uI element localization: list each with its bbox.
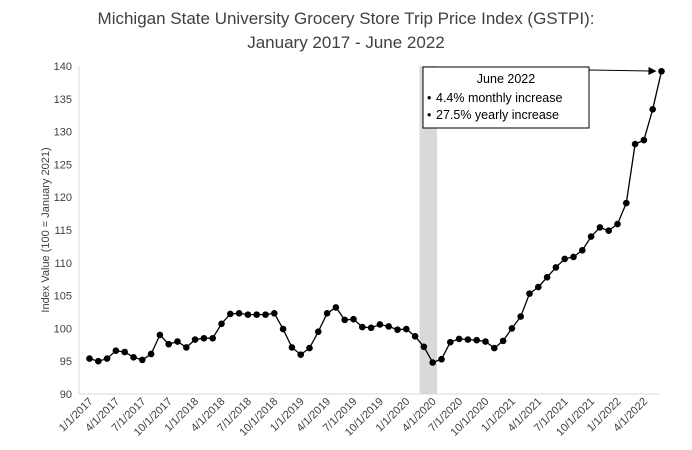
data-point: [367, 324, 375, 332]
y-axis-title: Index Value (100 = January 2021): [40, 147, 52, 312]
data-point: [271, 310, 278, 317]
chart-title: Michigan State University Grocery Store …: [98, 9, 595, 52]
shaded-region: [419, 66, 438, 394]
data-point: [543, 273, 551, 281]
data-point: [235, 310, 243, 317]
data-point: [614, 220, 621, 228]
data-point: [482, 338, 489, 345]
data-point: [350, 315, 357, 323]
data-point: [376, 321, 384, 328]
data-point: [279, 325, 287, 333]
data-point: [605, 227, 612, 234]
data-point: [570, 253, 577, 261]
data-point: [385, 323, 393, 330]
data-point: [332, 304, 340, 311]
data-point: [121, 348, 128, 356]
axes: [78, 66, 660, 395]
annotation-bullet-1-icon: •: [427, 91, 431, 105]
data-point: [86, 355, 93, 362]
data-point: [103, 355, 111, 362]
data-point: [306, 344, 313, 352]
data-point: [403, 325, 410, 333]
chart-title-line-2: January 2017 - June 2022: [247, 33, 445, 52]
annotation-title: June 2022: [477, 72, 535, 86]
data-point: [165, 340, 172, 348]
shaded-region-layer: [419, 66, 438, 394]
data-point: [147, 350, 155, 358]
y-tick-label: 95: [60, 356, 72, 368]
data-point: [517, 313, 524, 320]
y-tick-label: 115: [54, 225, 72, 237]
data-point: [323, 310, 331, 317]
data-point: [227, 310, 234, 318]
data-point: [526, 290, 533, 297]
data-point: [455, 335, 463, 343]
y-tick-label: 140: [54, 61, 72, 73]
y-tick-label: 90: [60, 389, 72, 401]
data-point: [499, 337, 507, 345]
y-tick-label: 120: [54, 192, 72, 204]
data-point: [411, 332, 419, 340]
y-tick-labels: 90 95 100 105 110 115 120 125 130 135 140: [54, 61, 72, 401]
annotation-arrowhead-icon: [648, 67, 657, 76]
data-point: [596, 224, 604, 231]
data-point: [359, 323, 366, 331]
annotation-arrow: [588, 69, 650, 72]
data-point: [297, 351, 305, 358]
data-point: [429, 359, 437, 366]
data-point: [640, 136, 648, 144]
data-point: [95, 357, 102, 365]
data-point: [218, 320, 225, 328]
data-point: [341, 316, 349, 324]
data-point: [315, 328, 322, 335]
annotation-box: [422, 66, 590, 129]
data-point: [209, 334, 216, 342]
data-point: [587, 233, 595, 240]
y-tick-label: 135: [54, 94, 72, 106]
x-tick-labels: 1/1/20174/1/20177/1/201710/1/20171/1/201…: [57, 396, 650, 439]
y-tick-label: 110: [54, 258, 72, 270]
data-point: [200, 334, 208, 342]
annotation: June 2022 • 4.4% monthly increase • 27.5…: [422, 66, 657, 129]
chart-title-line-1: Michigan State University Grocery Store …: [98, 9, 595, 28]
data-point: [420, 343, 428, 351]
data-point: [262, 311, 269, 318]
data-point: [473, 336, 481, 344]
annotation-line-1: 4.4% monthly increase: [436, 91, 563, 105]
data-point: [561, 255, 568, 263]
data-point: [183, 344, 190, 351]
data-point: [552, 264, 560, 271]
annotation-bullet-2-icon: •: [427, 108, 431, 122]
data-point: [631, 140, 639, 148]
data-point: [438, 355, 445, 363]
data-point: [447, 338, 454, 346]
data-point: [191, 336, 199, 343]
data-point: [658, 67, 665, 75]
data-point: [508, 325, 516, 332]
data-point: [535, 283, 542, 291]
y-tick-label: 130: [54, 127, 72, 139]
data-point: [288, 344, 296, 351]
data-point: [244, 311, 252, 318]
data-point: [491, 344, 498, 352]
data-point: [174, 338, 181, 345]
annotation-line-2: 27.5% yearly increase: [436, 108, 559, 122]
data-point: [156, 331, 164, 339]
y-tick-label: 105: [54, 291, 72, 303]
data-point: [623, 199, 630, 207]
data-point: [112, 347, 120, 355]
data-point: [579, 247, 586, 254]
data-point: [649, 105, 656, 113]
data-point: [130, 353, 137, 361]
y-tick-label: 100: [54, 323, 72, 335]
y-tick-label: 125: [54, 159, 72, 171]
data-point: [464, 336, 472, 343]
data-point: [394, 326, 401, 334]
series-layer: [86, 67, 665, 366]
data-point: [139, 356, 146, 364]
data-point: [253, 311, 260, 318]
